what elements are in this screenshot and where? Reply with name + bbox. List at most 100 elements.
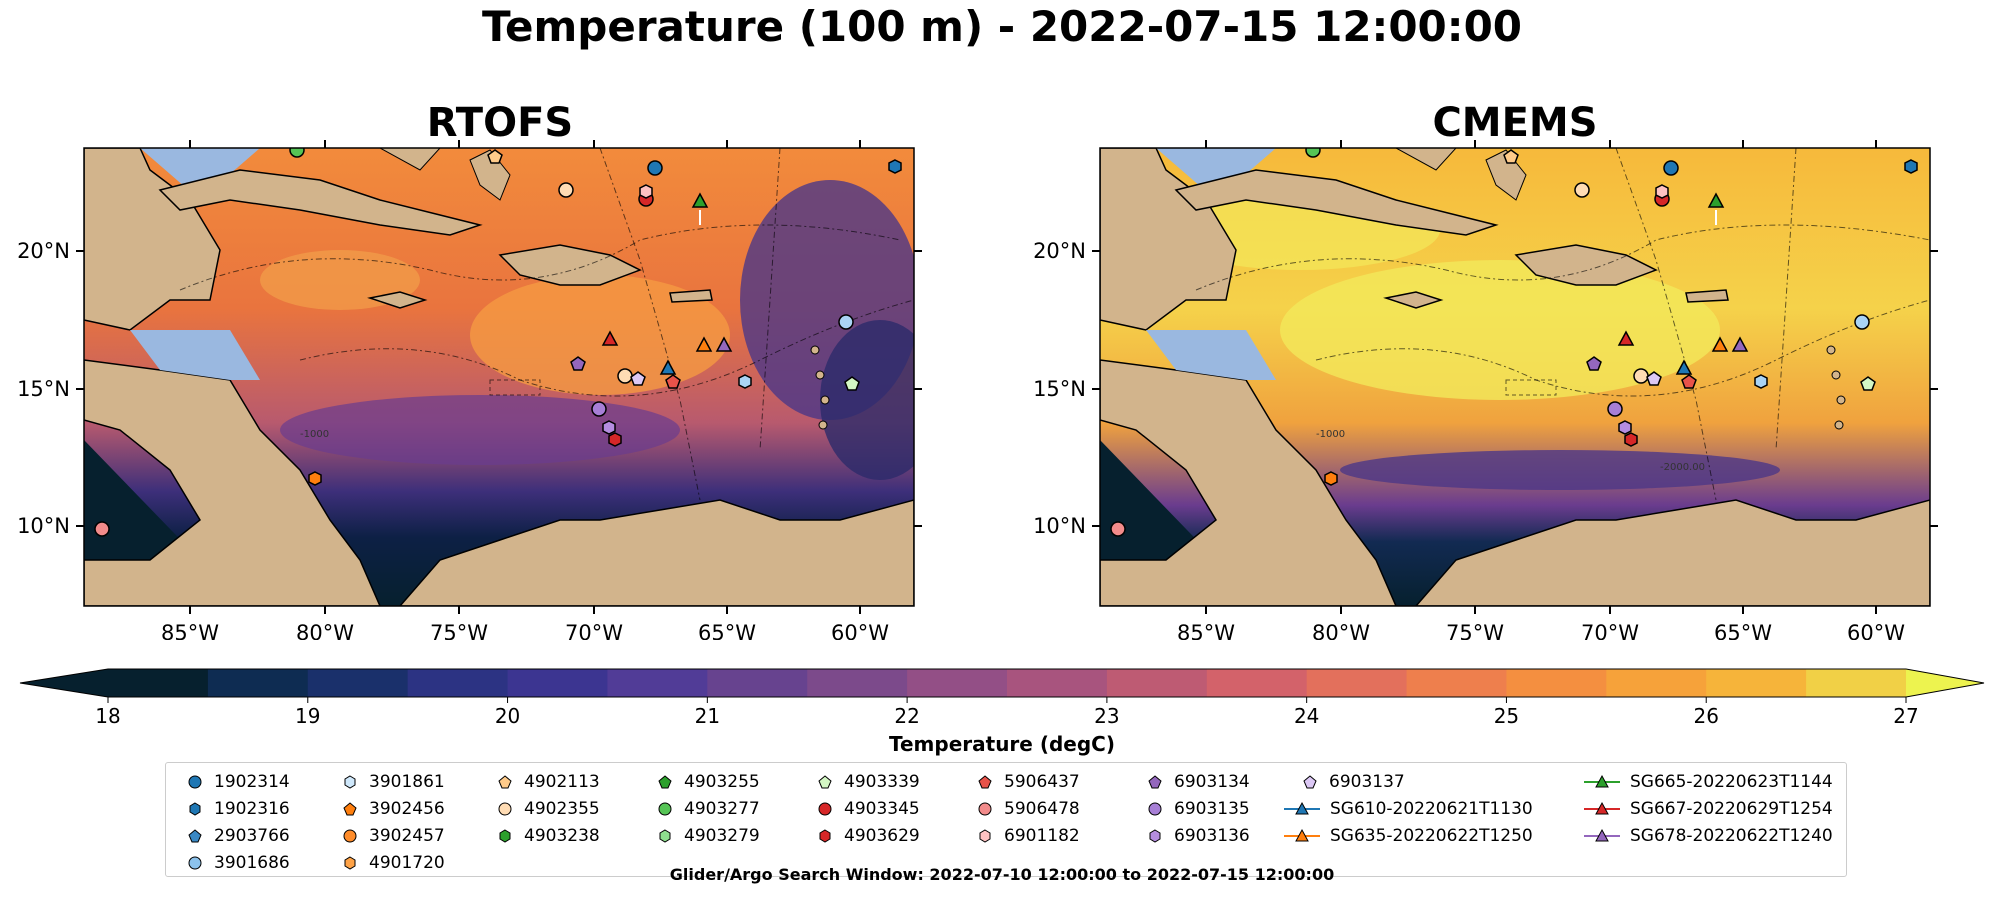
marker-sg667[interactable] (601, 330, 619, 346)
rtofs-axes: 20°N 15°N 10°N 85°W 80°W 75°W 70°W 65°W … (17, 140, 922, 640)
marker-5906478[interactable] (1110, 521, 1126, 537)
marker-sg665[interactable] (691, 192, 709, 208)
marker-4902355[interactable] (1633, 368, 1649, 384)
lon-label: 85°W (1177, 621, 1235, 640)
marker-1902314[interactable] (1663, 160, 1679, 176)
marker-6903134[interactable] (1586, 356, 1602, 371)
pentagon-marker-icon (188, 829, 202, 843)
circle-marker-icon (658, 802, 672, 816)
marker-4903277[interactable] (1305, 143, 1321, 158)
colorbar-segment (507, 669, 608, 697)
marker-3901861[interactable] (738, 374, 752, 389)
legend-item: 6903134 (1146, 771, 1250, 793)
hexagon-marker-icon (819, 829, 831, 843)
marker-3901861[interactable] (1754, 374, 1768, 389)
marker-6903135[interactable] (1607, 401, 1623, 417)
pentagon-marker-icon (818, 775, 832, 789)
marker-sg635[interactable] (695, 336, 713, 352)
colorbar-label: Temperature (degC) (889, 732, 1115, 756)
marker-sg678[interactable] (1731, 336, 1749, 352)
marker-4902355[interactable] (617, 368, 633, 384)
legend-item: 1902314 (186, 771, 290, 793)
lon-label: 65°W (698, 621, 756, 640)
marker-5906437[interactable] (1681, 374, 1697, 389)
marker-4903339[interactable] (844, 376, 860, 391)
panel-title-cmems: CMEMS (1432, 100, 1598, 146)
marker-3901686[interactable] (1854, 314, 1870, 330)
contour-label: -1000 (1316, 429, 1345, 440)
contour-label: -1000 (300, 429, 329, 440)
legend-item: SG678-20220622T1240 (1584, 825, 1833, 847)
marker-4902355-b[interactable] (558, 182, 574, 198)
legend-item: 5906437 (976, 771, 1080, 793)
rtofs-map: -1000 (84, 143, 914, 606)
legend: 1902314 1902316 2903766 3901686 3901861 … (165, 762, 1847, 877)
triangle-line-marker-icon (1584, 801, 1620, 815)
marker-4901720[interactable] (308, 471, 322, 486)
marker-6901182[interactable] (1655, 184, 1669, 199)
circle-marker-icon (1148, 802, 1162, 816)
marker-6903137[interactable] (630, 371, 646, 386)
legend-label: 4903339 (844, 772, 920, 792)
legend-label: SG665-20220623T1144 (1630, 772, 1833, 792)
legend-label: 4902355 (524, 799, 600, 819)
legend-label: 2903766 (214, 826, 290, 846)
legend-label: 4903345 (844, 799, 920, 819)
marker-3901686[interactable] (838, 314, 854, 330)
marker-4903277[interactable] (289, 143, 305, 158)
marker-1902316[interactable] (1904, 159, 1918, 174)
marker-4903629[interactable] (608, 432, 622, 447)
marker-sg667[interactable] (1617, 330, 1635, 346)
marker-4901720[interactable] (1324, 471, 1338, 486)
marker-1902316[interactable] (888, 159, 902, 174)
colorbar-segment (1007, 669, 1108, 697)
colorbar-segment (1206, 669, 1308, 697)
marker-sg635[interactable] (1711, 336, 1729, 352)
panel-title-rtofs: RTOFS (426, 100, 574, 146)
cmems-map: -1000 -2000.00 (1100, 143, 1930, 606)
marker-1902314[interactable] (647, 160, 663, 176)
legend-label: SG678-20220622T1240 (1630, 826, 1833, 846)
marker-sg610[interactable] (1675, 359, 1693, 375)
legend-item: 4901720 (341, 852, 445, 874)
colorbar-extend-max (1906, 669, 1984, 697)
legend-label: SG667-20220629T1254 (1630, 799, 1833, 819)
triangle-line-marker-icon (1284, 828, 1320, 842)
legend-item: 4903279 (656, 825, 760, 847)
legend-label: 4902113 (524, 772, 600, 792)
marker-6903137[interactable] (1646, 371, 1662, 386)
search-window-note: Glider/Argo Search Window: 2022-07-10 12… (669, 865, 1335, 884)
colorbar-segment (807, 669, 908, 697)
marker-4902355-b[interactable] (1574, 182, 1590, 198)
cmems-axes: 20°N 15°N 10°N 85°W 80°W 75°W 70°W 65°W … (1033, 140, 1938, 640)
lon-label: 80°W (296, 621, 354, 640)
marker-6903134[interactable] (570, 356, 586, 371)
marker-6903136[interactable] (602, 420, 616, 435)
marker-5906437[interactable] (665, 374, 681, 389)
marker-sg665[interactable] (1707, 192, 1725, 208)
legend-label: 4903279 (684, 826, 760, 846)
legend-item: 1902316 (186, 798, 290, 820)
marker-6903136[interactable] (1618, 420, 1632, 435)
contour-label: -2000.00 (1660, 462, 1705, 473)
hexagon-marker-icon (499, 829, 511, 843)
marker-5906478[interactable] (94, 521, 110, 537)
circle-marker-icon (188, 775, 202, 789)
colorbar-tick-label: 27 (1893, 704, 1918, 725)
lon-label: 75°W (430, 621, 488, 640)
marker-4903629[interactable] (1624, 432, 1638, 447)
legend-item: 4903629 (816, 825, 920, 847)
marker-sg678[interactable] (715, 336, 733, 352)
colorbar-segment (1106, 669, 1208, 697)
colorbar-tick-label: 20 (495, 704, 520, 725)
legend-item: 4902113 (496, 771, 600, 793)
hexagon-marker-icon (1149, 829, 1161, 843)
legend-label: 6901182 (1004, 826, 1080, 846)
marker-4902113[interactable] (1503, 149, 1519, 164)
legend-label: 4903255 (684, 772, 760, 792)
marker-4902113[interactable] (487, 149, 503, 164)
marker-6903135[interactable] (591, 401, 607, 417)
marker-4903339[interactable] (1860, 376, 1876, 391)
marker-6901182[interactable] (639, 184, 653, 199)
marker-sg610[interactable] (659, 359, 677, 375)
